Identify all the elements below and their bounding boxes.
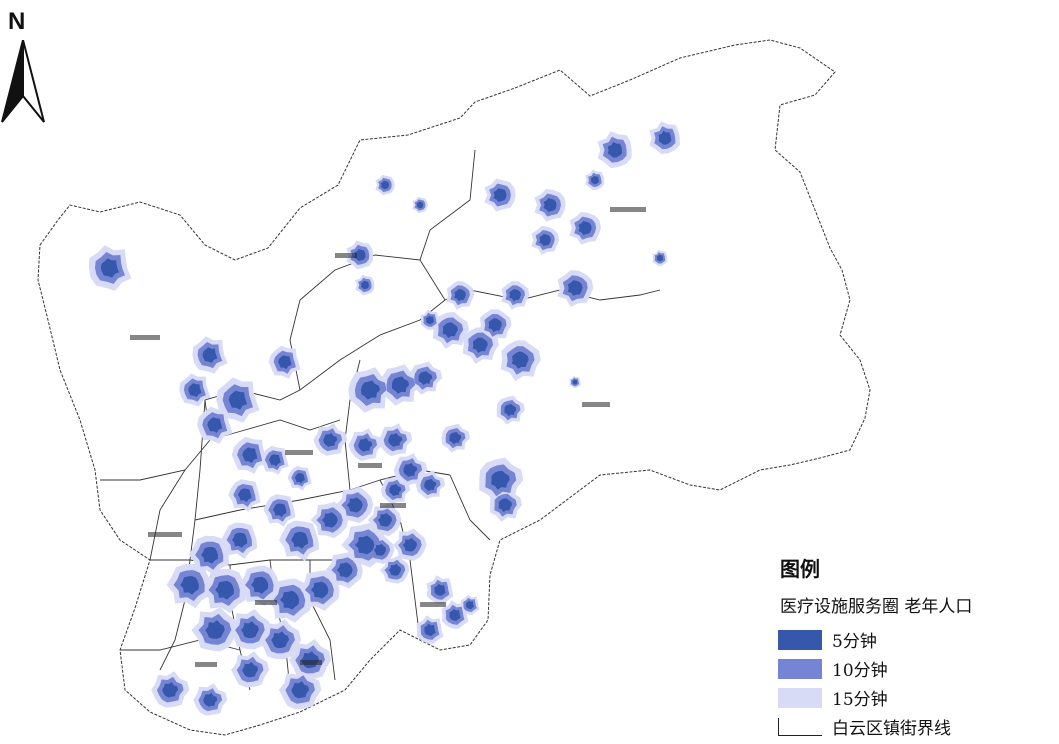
service-area-blob bbox=[294, 473, 305, 484]
service-area-blob bbox=[180, 576, 199, 595]
service-area-blob bbox=[310, 581, 329, 599]
service-area-blob bbox=[449, 608, 461, 621]
service-area-blob bbox=[543, 198, 557, 212]
service-area-blob bbox=[658, 130, 672, 145]
service-area-blob bbox=[434, 583, 446, 596]
service-area-blob bbox=[416, 201, 424, 209]
service-area-blob bbox=[493, 188, 507, 202]
service-area-blob bbox=[355, 535, 375, 555]
service-area-blob bbox=[354, 248, 366, 261]
service-area-blob bbox=[377, 513, 392, 527]
service-area-blob bbox=[607, 142, 622, 158]
legend-label-5min: 5分钟 bbox=[832, 632, 877, 652]
service-area-blob bbox=[491, 470, 510, 490]
service-area-blob bbox=[346, 497, 363, 513]
service-area-blob bbox=[201, 546, 218, 564]
legend-swatch-10min bbox=[778, 658, 822, 679]
legend-label-10min: 10分钟 bbox=[832, 661, 888, 681]
service-area-blob bbox=[358, 437, 373, 452]
service-area-blob bbox=[202, 347, 218, 363]
service-area-blob bbox=[498, 498, 512, 513]
map-legend: 图例 医疗设施服务圈 老年人口 5分钟 10分钟 15分钟 白云区镇街界线 bbox=[778, 553, 1054, 741]
north-label: N bbox=[8, 8, 26, 35]
legend-label-boundary: 白云区镇街界线 bbox=[832, 719, 951, 739]
service-area-blob bbox=[232, 532, 248, 548]
district-boundary bbox=[37, 39, 871, 736]
service-area-blob bbox=[323, 432, 338, 447]
service-area-blob bbox=[578, 221, 592, 235]
legend-item-5min: 5分钟 bbox=[778, 625, 1054, 654]
legend-title: 图例 bbox=[780, 557, 820, 581]
service-areas bbox=[88, 121, 680, 716]
service-area-blob bbox=[472, 337, 488, 353]
service-area-blob bbox=[241, 621, 259, 638]
legend-item-10min: 10分钟 bbox=[778, 654, 1054, 683]
service-area-blob bbox=[388, 563, 402, 576]
legend-boundary-line bbox=[778, 717, 822, 736]
service-area-blob bbox=[268, 454, 281, 467]
service-area-blob bbox=[389, 483, 402, 497]
service-area-blob bbox=[418, 371, 433, 385]
service-area-blob bbox=[402, 538, 418, 552]
service-area-blob bbox=[100, 258, 119, 278]
service-area-blob bbox=[242, 662, 259, 678]
service-area-blob bbox=[280, 590, 300, 610]
legend-label-15min: 15分钟 bbox=[832, 690, 888, 710]
north-arrow-icon bbox=[1, 40, 45, 123]
service-area-blob bbox=[504, 404, 517, 417]
service-area-blob bbox=[336, 562, 353, 578]
legend-item-boundary: 白云区镇街界线 bbox=[778, 712, 1054, 741]
service-area-blob bbox=[361, 380, 380, 400]
service-area-blob bbox=[449, 432, 462, 445]
service-area-blob bbox=[488, 318, 502, 333]
service-area-blob bbox=[291, 681, 309, 699]
service-area-blob bbox=[237, 488, 252, 503]
service-area-blob bbox=[291, 531, 308, 549]
service-area-blob bbox=[271, 631, 289, 649]
service-area-blob bbox=[188, 383, 202, 397]
service-area-blob bbox=[391, 376, 409, 394]
service-area-blob bbox=[242, 447, 258, 463]
service-area-blob bbox=[373, 543, 387, 556]
service-area-blob bbox=[272, 503, 287, 518]
legend-item-15min: 15分钟 bbox=[778, 683, 1054, 712]
service-area-blob bbox=[215, 580, 234, 600]
legend-swatch-15min bbox=[778, 687, 822, 708]
service-area-blob bbox=[424, 478, 437, 492]
service-area-blob bbox=[454, 289, 466, 302]
service-area-blob bbox=[424, 623, 436, 636]
service-area-blob bbox=[162, 682, 179, 698]
service-area-blob bbox=[567, 280, 583, 296]
service-area-blob bbox=[360, 280, 369, 290]
service-area-blob bbox=[539, 234, 551, 247]
service-area-blob bbox=[380, 180, 389, 190]
service-area-blob bbox=[205, 620, 225, 639]
legend-subtitle: 医疗设施服务圈 老年人口 bbox=[780, 597, 973, 617]
service-area-blob bbox=[511, 351, 529, 369]
service-area-blob bbox=[403, 463, 418, 477]
service-area-blob bbox=[572, 379, 578, 385]
service-area-blob bbox=[207, 417, 223, 433]
service-area-blob bbox=[426, 315, 434, 325]
district-labels bbox=[130, 207, 646, 667]
service-area-blob bbox=[388, 433, 403, 447]
service-area-blob bbox=[466, 600, 475, 610]
service-area-blob bbox=[228, 390, 247, 410]
service-area-blob bbox=[509, 289, 521, 302]
service-area-blob bbox=[590, 175, 599, 185]
service-area-blob bbox=[321, 512, 338, 528]
service-area-blob bbox=[442, 322, 458, 338]
service-area-blob bbox=[203, 692, 218, 707]
service-area-blob bbox=[251, 576, 269, 594]
service-area-blob bbox=[278, 355, 292, 370]
service-area-blob bbox=[656, 254, 664, 262]
legend-swatch-5min bbox=[778, 629, 822, 650]
